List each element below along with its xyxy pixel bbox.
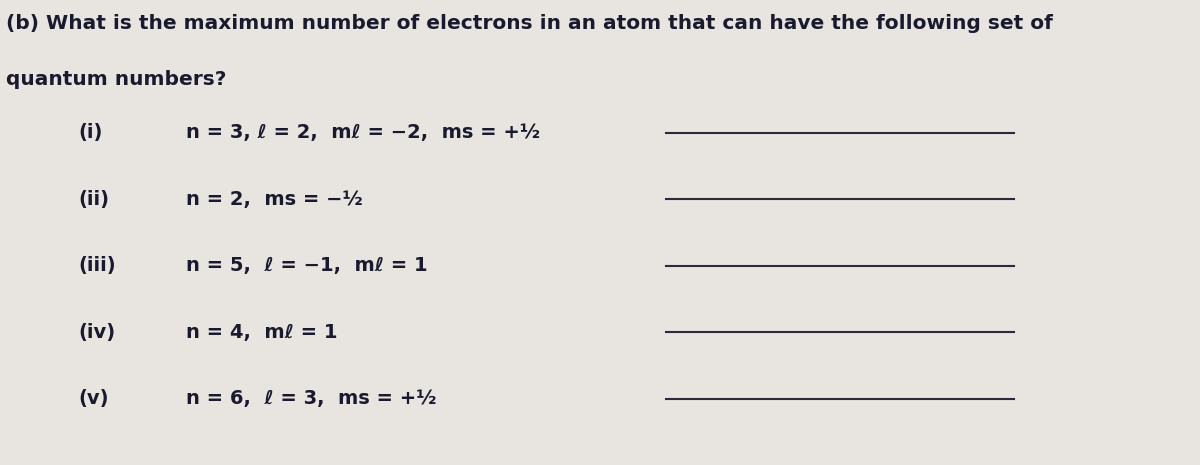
Text: (b) What is the maximum number of electrons in an atom that can have the followi: (b) What is the maximum number of electr… — [6, 14, 1052, 33]
Text: n = 4,  mℓ = 1: n = 4, mℓ = 1 — [186, 323, 337, 341]
Text: quantum numbers?: quantum numbers? — [6, 70, 227, 89]
Text: n = 3, ℓ = 2,  mℓ = −2,  ms = +½: n = 3, ℓ = 2, mℓ = −2, ms = +½ — [186, 123, 540, 142]
Text: (i): (i) — [78, 123, 102, 142]
Text: n = 5,  ℓ = −1,  mℓ = 1: n = 5, ℓ = −1, mℓ = 1 — [186, 256, 427, 275]
Text: n = 6,  ℓ = 3,  ms = +½: n = 6, ℓ = 3, ms = +½ — [186, 389, 437, 408]
Text: (ii): (ii) — [78, 190, 109, 208]
Text: (v): (v) — [78, 389, 108, 408]
Text: (iv): (iv) — [78, 323, 115, 341]
Text: (iii): (iii) — [78, 256, 115, 275]
Text: n = 2,  ms = −½: n = 2, ms = −½ — [186, 190, 362, 208]
